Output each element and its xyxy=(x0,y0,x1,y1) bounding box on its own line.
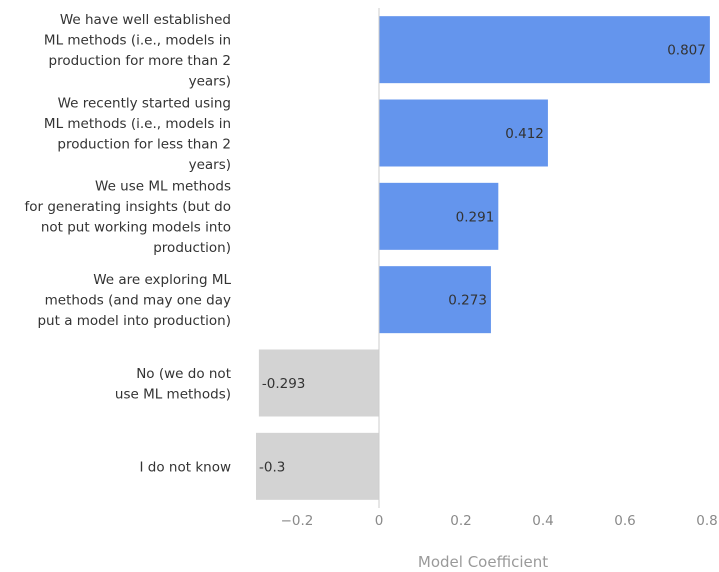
x-tick-label-1: 0 xyxy=(375,513,384,529)
category-label-line: We are exploring ML xyxy=(93,272,231,288)
category-label-line: ML methods (i.e., models in xyxy=(44,116,231,132)
category-label-line: not put working models into xyxy=(41,220,231,236)
category-label-line: for generating insights (but do xyxy=(24,199,231,215)
category-label-line: I do not know xyxy=(140,459,231,475)
category-label-line: years) xyxy=(189,157,231,173)
bar-3 xyxy=(379,266,491,334)
bars-group xyxy=(256,16,710,500)
value-label-1: 0.412 xyxy=(505,126,544,142)
category-label-line: production) xyxy=(153,240,231,256)
x-tick-label-5: 0.8 xyxy=(696,513,717,529)
category-label-line: We use ML methods xyxy=(95,179,231,195)
category-label-line: years) xyxy=(189,73,231,89)
bar-2 xyxy=(379,182,499,250)
category-label-line: We recently started using xyxy=(58,95,231,111)
category-label-line: methods (and may one day xyxy=(45,293,231,309)
category-label-line: production for more than 2 xyxy=(49,53,231,69)
category-label-line: use ML methods) xyxy=(115,386,231,402)
category-label-line: ML methods (i.e., models in xyxy=(44,32,231,48)
bar-1 xyxy=(379,99,548,167)
category-label-3: We are exploring ML methods (and may one … xyxy=(37,272,231,329)
category-labels-group: We have well established ML methods (i.e.… xyxy=(24,12,231,475)
category-label-4: No (we do not use ML methods) xyxy=(115,366,231,403)
x-axis-title: Model Coefficient xyxy=(418,553,548,571)
x-tick-label-0: −0.2 xyxy=(281,513,314,529)
category-label-line: put a model into production) xyxy=(37,313,231,329)
category-label-5: I do not know xyxy=(140,459,231,475)
x-tick-label-2: 0.2 xyxy=(450,513,471,529)
value-label-5: -0.3 xyxy=(259,459,285,475)
bar-5 xyxy=(256,432,379,500)
bar-0 xyxy=(379,16,710,84)
value-label-0: 0.807 xyxy=(667,43,706,59)
category-label-0: We have well established ML methods (i.e.… xyxy=(44,12,231,90)
value-label-2: 0.291 xyxy=(456,209,495,225)
category-label-line: production for less than 2 xyxy=(57,136,231,152)
category-label-line: No (we do not xyxy=(136,366,231,382)
value-label-4: -0.293 xyxy=(262,376,306,392)
x-tick-label-3: 0.4 xyxy=(532,513,553,529)
x-tick-labels-group: −0.2 0 0.2 0.4 0.6 0.8 xyxy=(281,513,718,529)
category-label-2: We use ML methods for generating insights… xyxy=(24,179,231,256)
x-tick-label-4: 0.6 xyxy=(614,513,635,529)
value-labels-group: 0.807 0.412 0.291 0.273 -0.293 -0.3 xyxy=(259,43,706,476)
category-label-1: We recently started using ML methods (i.e… xyxy=(44,95,231,173)
bar-4 xyxy=(258,349,379,417)
value-label-3: 0.273 xyxy=(448,293,487,309)
category-label-line: We have well established xyxy=(60,12,231,28)
